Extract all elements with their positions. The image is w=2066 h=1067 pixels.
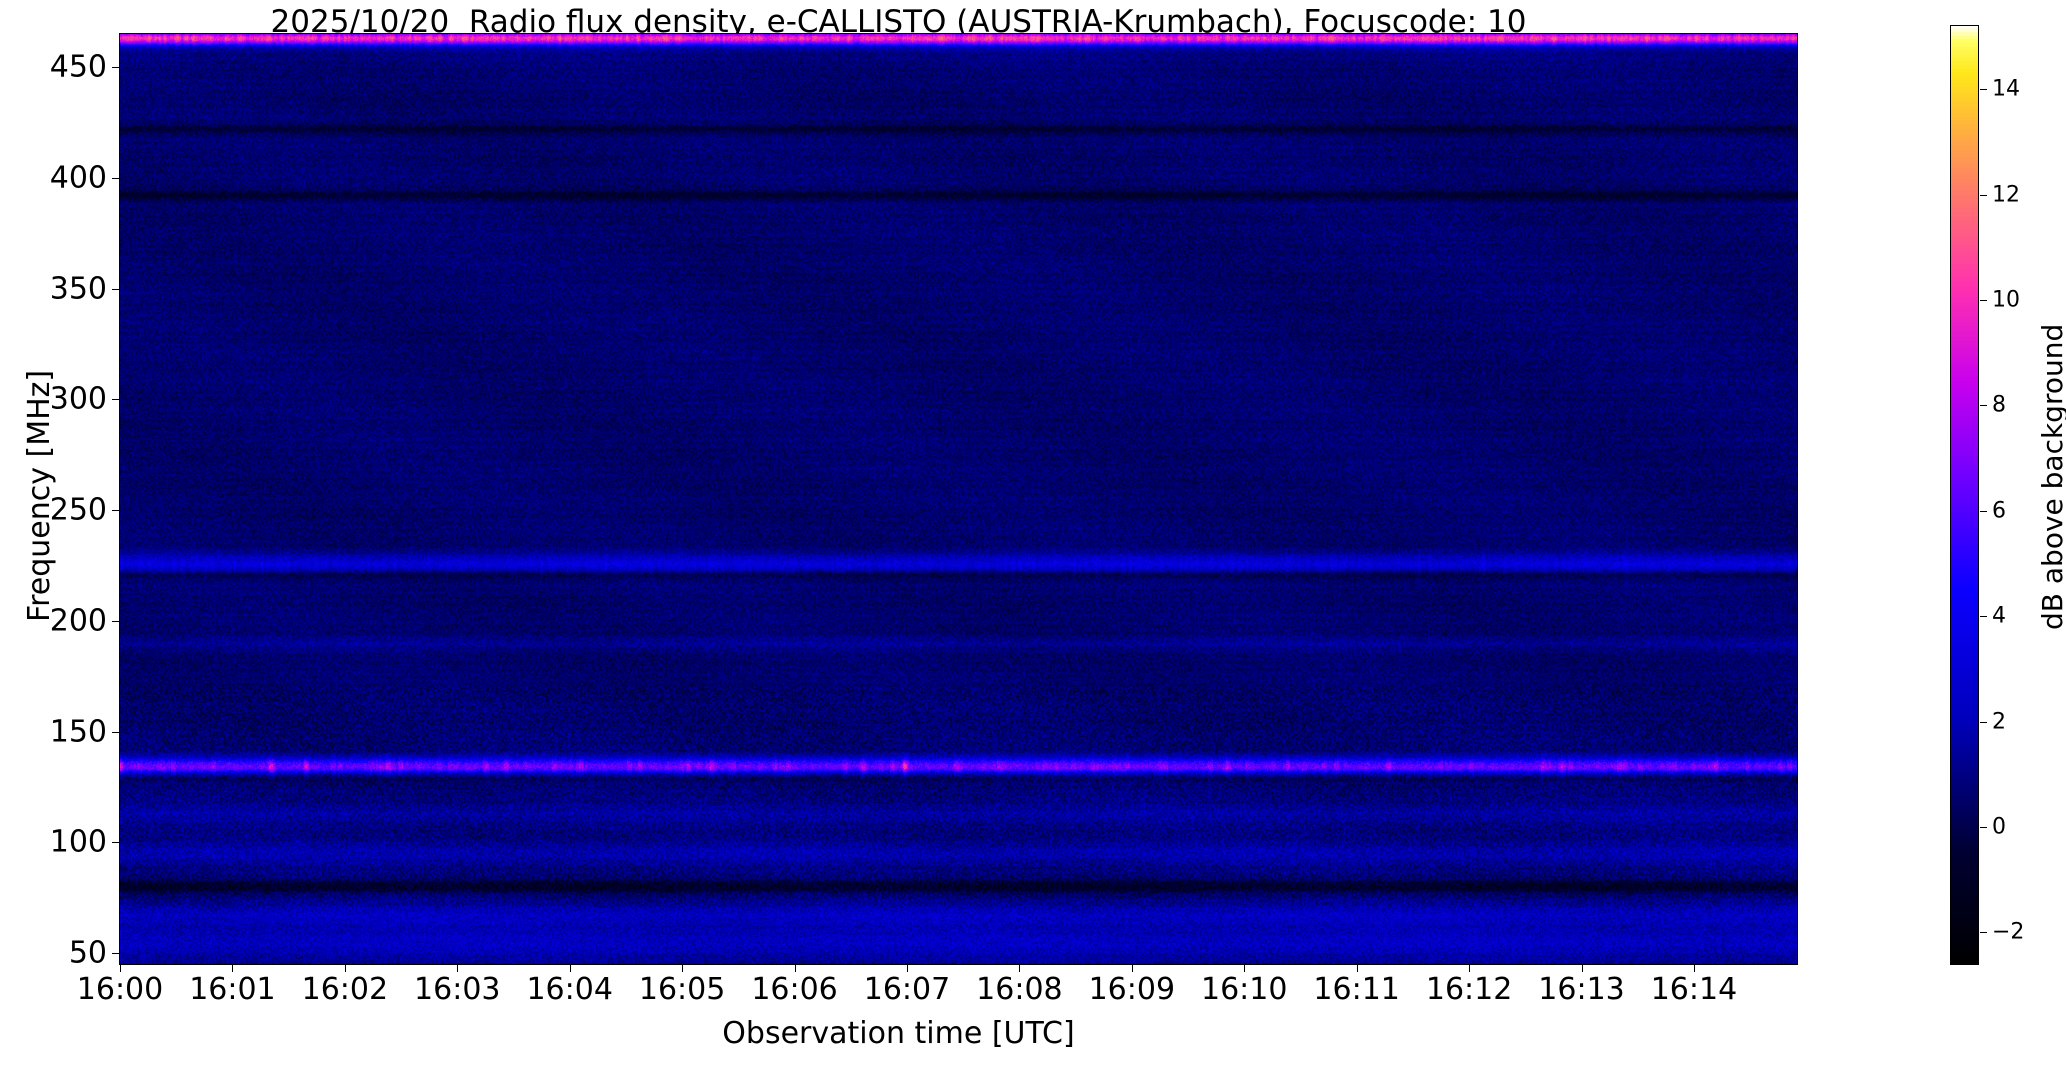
x-tick-label: 16:12 bbox=[1425, 972, 1513, 1007]
colorbar-tick-label: 10 bbox=[1992, 287, 2020, 313]
colorbar-tick-label: 12 bbox=[1992, 182, 2020, 208]
y-tick-mark bbox=[112, 510, 119, 512]
x-tick-mark bbox=[1693, 965, 1695, 972]
colorbar-tick-mark bbox=[1980, 826, 1987, 828]
colorbar-tick-label: 2 bbox=[1992, 709, 2006, 735]
x-tick-mark bbox=[906, 965, 908, 972]
y-tick-mark bbox=[112, 177, 119, 179]
x-tick-label: 16:02 bbox=[301, 972, 389, 1007]
x-tick-label: 16:03 bbox=[414, 972, 501, 1007]
x-tick-mark bbox=[1356, 965, 1358, 972]
x-tick-label: 16:01 bbox=[189, 972, 276, 1007]
x-tick-label: 16:04 bbox=[526, 972, 613, 1007]
colorbar-tick-mark bbox=[1980, 89, 1987, 91]
x-tick-label: 16:10 bbox=[1201, 972, 1288, 1007]
y-tick-mark bbox=[112, 731, 119, 733]
x-tick-mark bbox=[344, 965, 346, 972]
y-tick-mark bbox=[112, 842, 119, 844]
colorbar-frame bbox=[1950, 25, 1979, 965]
colorbar-tick-mark bbox=[1980, 405, 1987, 407]
x-tick-mark bbox=[232, 965, 234, 972]
x-tick-mark bbox=[682, 965, 684, 972]
x-tick-mark bbox=[120, 965, 121, 972]
spectrogram-heatmap bbox=[120, 34, 1797, 964]
colorbar-tick-mark bbox=[1980, 616, 1987, 618]
colorbar-tick-mark bbox=[1980, 721, 1987, 723]
x-tick-mark bbox=[569, 965, 571, 972]
x-tick-label: 16:08 bbox=[976, 972, 1063, 1007]
y-tick-label: 300 bbox=[49, 381, 107, 417]
x-tick-label: 16:13 bbox=[1538, 972, 1625, 1007]
colorbar-tick-label: 14 bbox=[1992, 76, 2020, 102]
y-tick-label: 50 bbox=[68, 935, 107, 971]
x-tick-label: 16:06 bbox=[751, 972, 838, 1007]
colorbar-tick-mark bbox=[1980, 300, 1987, 302]
colorbar-gradient bbox=[1951, 26, 1978, 964]
y-tick-label: 100 bbox=[49, 824, 107, 860]
y-tick-label: 450 bbox=[49, 49, 107, 85]
colorbar-tick-mark bbox=[1980, 932, 1987, 934]
x-axis-label: Observation time [UTC] bbox=[722, 1016, 1075, 1051]
x-tick-label: 16:00 bbox=[76, 972, 164, 1007]
colorbar-tick-label: 0 bbox=[1992, 814, 2006, 840]
x-tick-mark bbox=[1581, 965, 1583, 972]
x-tick-mark bbox=[1244, 965, 1246, 972]
y-tick-label: 400 bbox=[49, 160, 107, 196]
colorbar-tick-mark bbox=[1980, 194, 1987, 196]
y-tick-label: 150 bbox=[49, 714, 107, 749]
y-tick-mark bbox=[112, 620, 119, 622]
colorbar-tick-label: 6 bbox=[1992, 498, 2006, 524]
y-tick-mark bbox=[112, 288, 119, 290]
y-tick-mark bbox=[112, 67, 119, 69]
colorbar-tick-mark bbox=[1980, 510, 1987, 512]
colorbar-tick-label: −2 bbox=[1992, 919, 2025, 945]
y-tick-label: 250 bbox=[49, 492, 107, 528]
x-tick-label: 16:05 bbox=[638, 972, 726, 1007]
colorbar-tick-label: 8 bbox=[1992, 392, 2006, 418]
x-tick-mark bbox=[457, 965, 459, 972]
x-tick-mark bbox=[794, 965, 796, 972]
x-tick-mark bbox=[1131, 965, 1133, 972]
x-tick-mark bbox=[1019, 965, 1021, 972]
colorbar-tick-label: 4 bbox=[1992, 603, 2006, 629]
y-tick-mark bbox=[112, 952, 119, 954]
x-tick-label: 16:11 bbox=[1313, 972, 1400, 1007]
y-tick-label: 350 bbox=[49, 271, 107, 307]
y-tick-label: 200 bbox=[49, 603, 107, 639]
x-tick-label: 16:09 bbox=[1088, 972, 1176, 1007]
colorbar-label: dB above background bbox=[2036, 323, 2066, 630]
y-tick-mark bbox=[112, 399, 119, 401]
x-tick-label: 16:14 bbox=[1650, 972, 1738, 1007]
x-tick-mark bbox=[1469, 965, 1471, 972]
x-tick-label: 16:07 bbox=[863, 972, 951, 1007]
